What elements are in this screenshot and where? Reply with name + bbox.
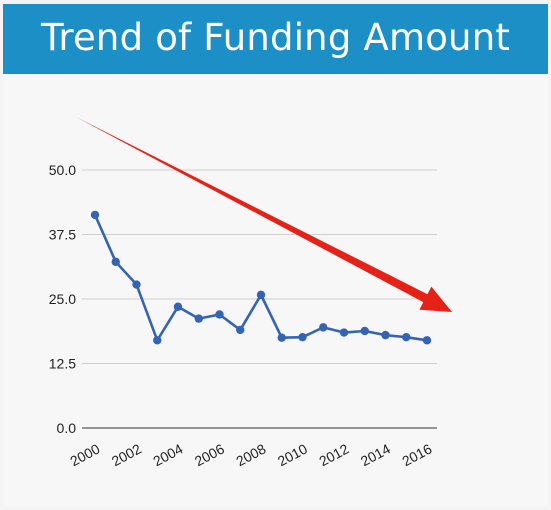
title-banner: Trend of Funding Amount [3,4,548,74]
y-tick-label: 0.0 [57,420,77,436]
data-point [236,325,245,335]
data-point [402,332,411,342]
x-tick-label: 2016 [399,440,434,469]
x-tick-label: 2008 [233,440,268,469]
data-point [153,336,162,345]
data-point [132,280,141,289]
chart-title: Trend of Funding Amount [41,16,511,59]
data-point [194,314,203,323]
x-tick-label: 2014 [358,440,393,469]
data-point [256,290,266,300]
trend-arrow [76,117,452,312]
data-point [381,330,390,340]
x-tick-label: 2002 [109,440,144,469]
data-point [277,333,286,342]
data-point [339,328,349,337]
y-tick-label: 37.5 [49,227,76,243]
x-tick-label: 2000 [67,440,102,469]
x-tick-label: 2004 [150,440,185,469]
data-point [298,332,307,342]
data-point [360,326,369,336]
y-tick-label: 50.0 [49,162,76,178]
chart-panel [3,74,548,506]
data-point [90,210,100,220]
data-point [215,310,224,319]
x-tick-label: 2006 [192,440,227,469]
data-point [173,302,183,311]
x-tick-label: 2010 [275,440,310,469]
data-point [111,257,120,267]
data-point [319,323,328,332]
data-point [422,336,432,345]
x-tick-label: 2012 [316,440,351,469]
y-tick-label: 12.5 [49,356,76,372]
y-tick-label: 25.0 [49,291,76,307]
